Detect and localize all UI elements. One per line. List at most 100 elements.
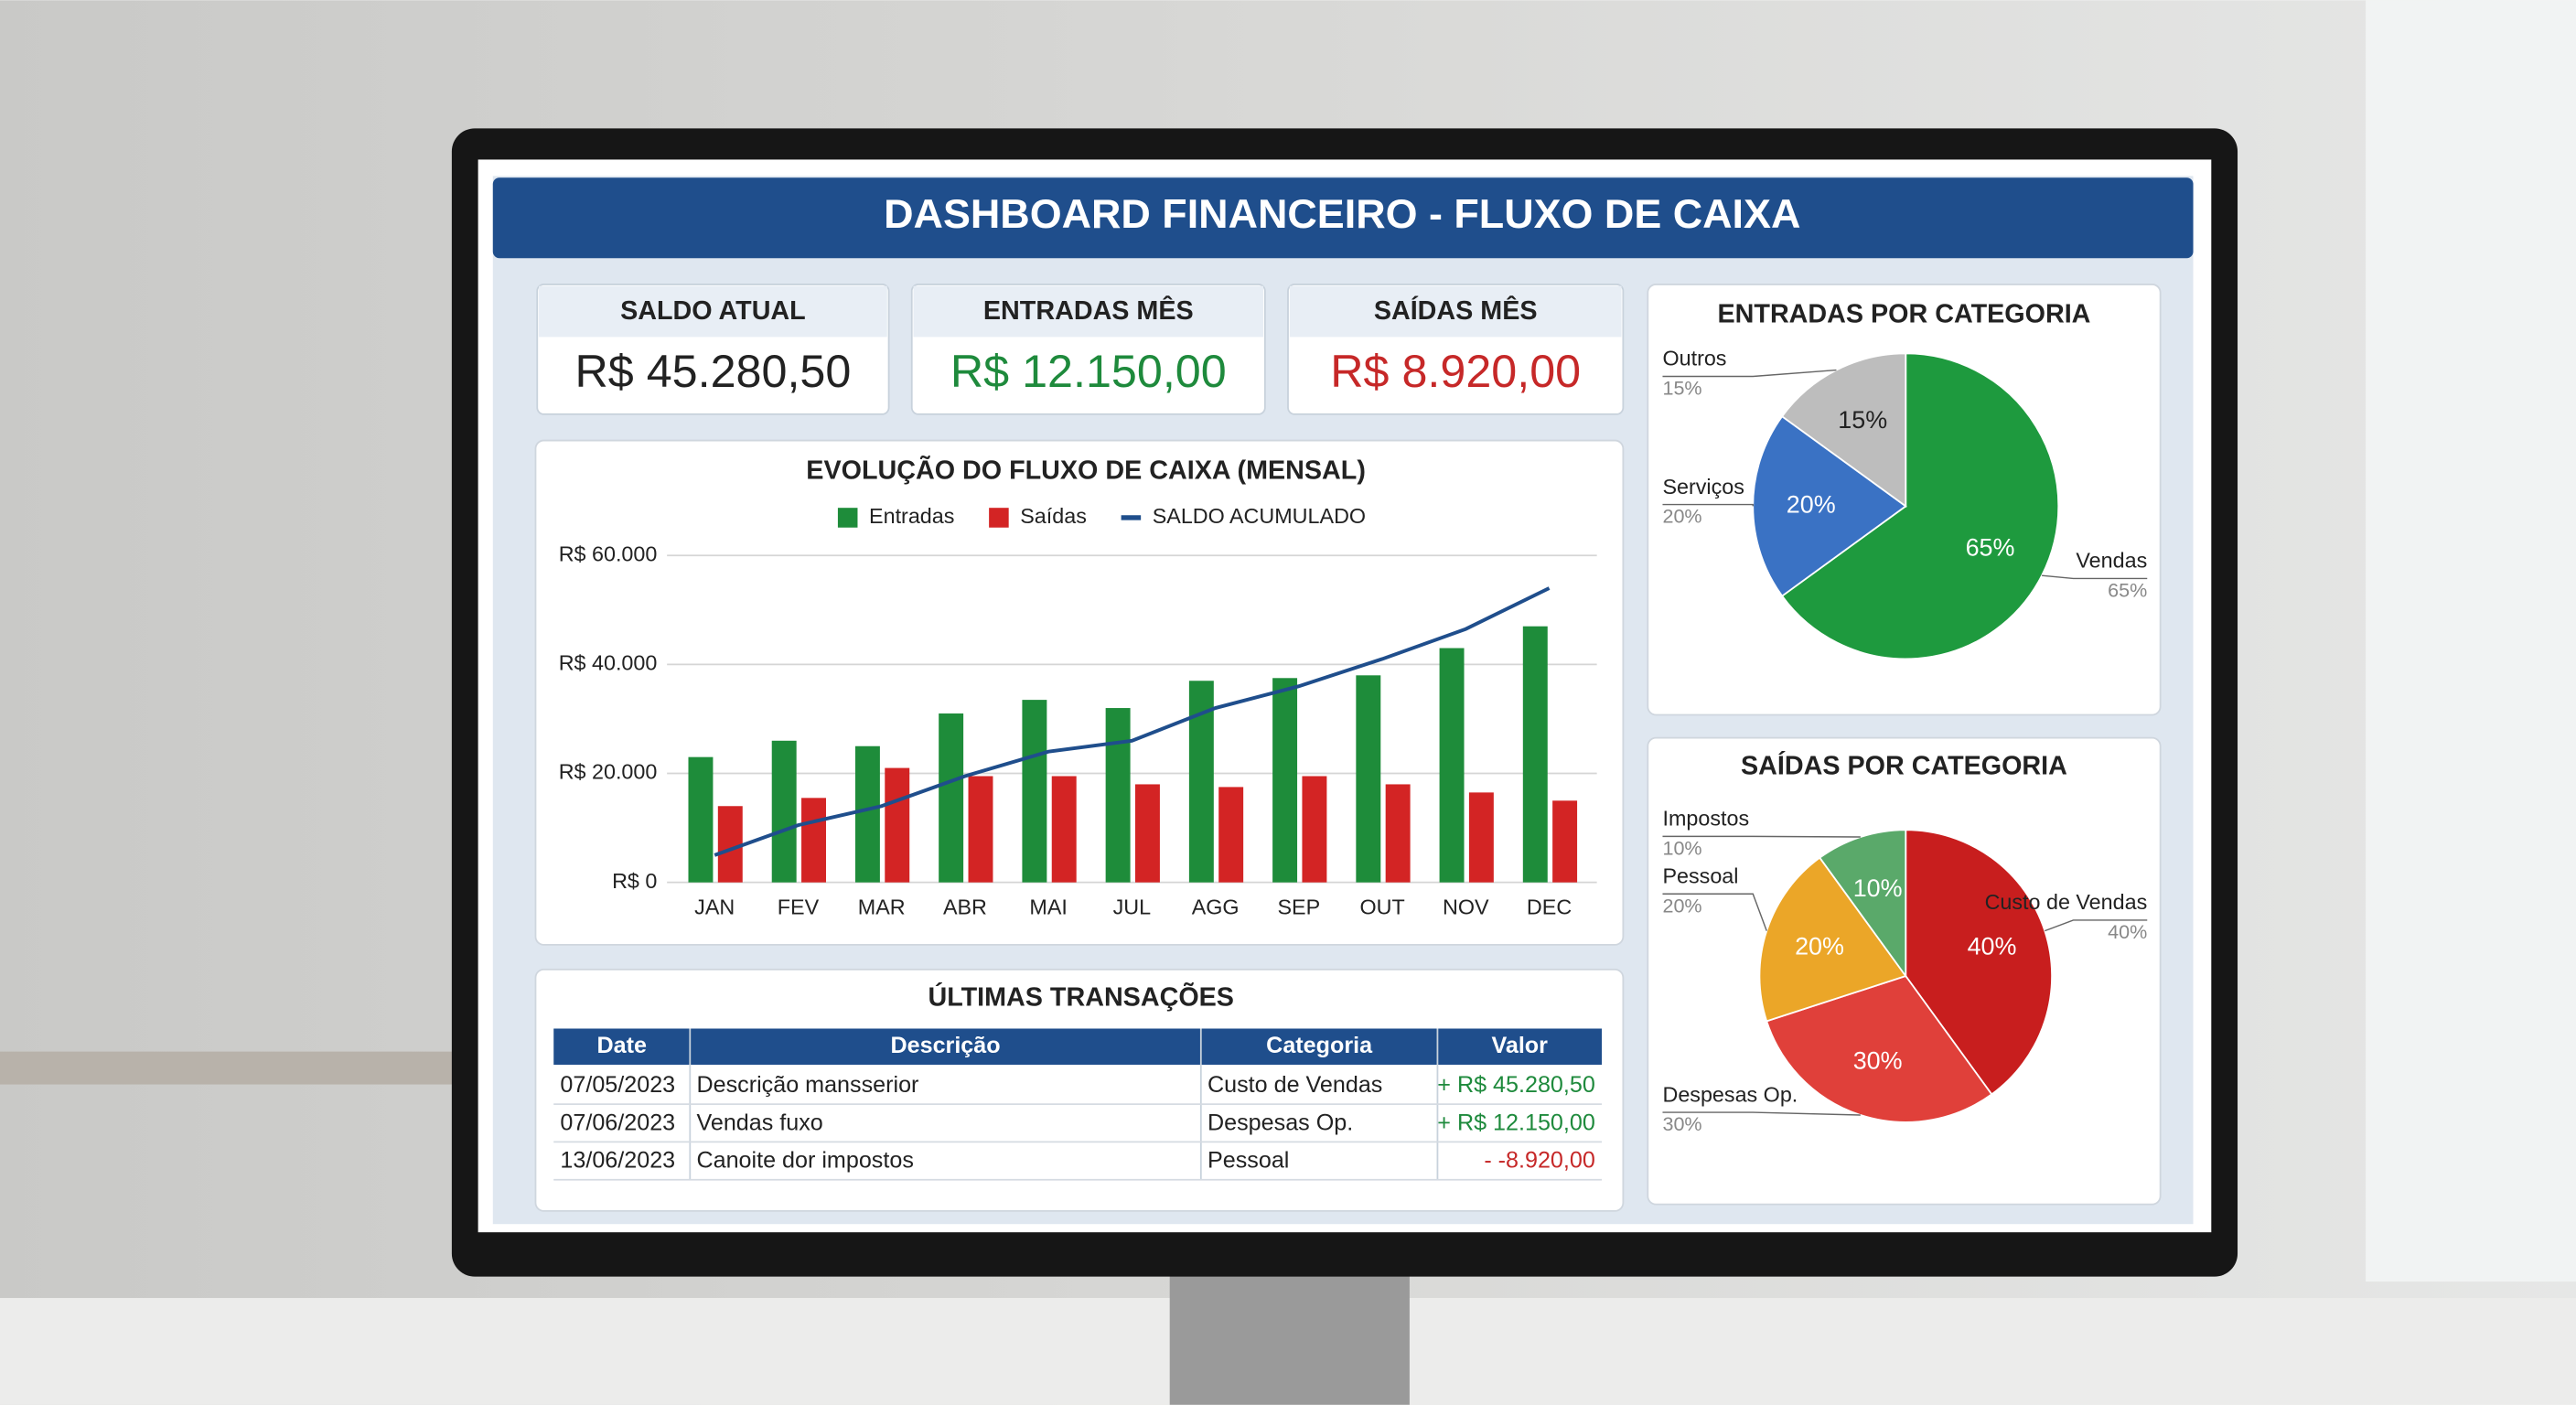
bar — [1302, 776, 1327, 883]
bar — [1218, 787, 1244, 883]
leader-line — [2042, 574, 2148, 580]
pie-slice — [1758, 856, 1907, 1023]
bar — [939, 713, 964, 883]
monitor-stand — [1169, 1273, 1410, 1405]
table-cell: + R$ 45.280,50 — [1437, 1072, 1595, 1098]
slice-label: 20% — [1787, 490, 1836, 518]
leader-line — [1662, 369, 1837, 378]
chart-title: EVOLUÇÃO DO FLUXO DE CAIXA (MENSAL) — [806, 454, 1366, 485]
table-cell: - -8.920,00 — [1484, 1148, 1595, 1174]
pie-slice — [1780, 352, 2060, 660]
slice-label: 20% — [1795, 933, 1844, 960]
bar — [1272, 678, 1298, 883]
header-bar — [492, 177, 2194, 259]
charts: EVOLUÇÃO DO FLUXO DE CAIXA (MENSAL) R$ 0 R… — [559, 300, 2148, 1135]
bar — [801, 798, 826, 883]
bar — [1522, 626, 1548, 883]
x-tick-label: SEP — [1278, 896, 1321, 919]
kpi-row: SALDO ATUAL R$ 45.280,50 ENTRADAS MÊS R$ 12… — [536, 284, 1625, 415]
x-tick-label: AGG — [1192, 896, 1240, 919]
column-header: Categoria — [1266, 1033, 1373, 1058]
table-cell: 07/06/2023 — [560, 1110, 675, 1135]
shelf — [0, 1051, 460, 1085]
chart-title: SAÍDAS POR CATEGORIA — [1741, 750, 2067, 781]
window — [2366, 0, 2576, 1282]
slice-label: 15% — [1838, 406, 1887, 434]
pie-slice — [1819, 829, 1907, 979]
leader-line — [1662, 503, 1754, 507]
slice-label: 65% — [1966, 534, 2015, 562]
x-tick-label: MAI — [1029, 896, 1067, 919]
y-tick-label: R$ 0 — [612, 869, 657, 893]
pie-slice — [1780, 352, 1907, 509]
table-cell: Canoite dor impostos — [696, 1148, 913, 1174]
category-percent: 20% — [1662, 505, 1701, 528]
bar — [1439, 648, 1465, 883]
category-label: Impostos — [1662, 807, 1749, 831]
legend-label: Entradas — [869, 504, 954, 528]
table-title: ÚLTIMAS TRANSAÇÕES — [928, 981, 1234, 1013]
category-percent: 65% — [2108, 578, 2147, 601]
category-label: Outros — [1662, 347, 1726, 370]
bar — [968, 776, 993, 883]
chart-title: ENTRADAS POR CATEGORIA — [1718, 300, 2091, 329]
category-label: Custo de Vendas — [1985, 890, 2148, 914]
bar — [1105, 708, 1131, 883]
x-tick-label: NOV — [1443, 896, 1489, 919]
x-tick-label: ABR — [943, 896, 987, 919]
legend-swatch — [989, 508, 1009, 528]
x-tick-label: MAR — [858, 896, 906, 919]
kpi-label: SAÍDAS MÊS — [1374, 295, 1538, 326]
bar — [1134, 784, 1160, 883]
header-title: DASHBOARD FINANCEIRO - FLUXO DE CAIXA — [884, 190, 1800, 237]
pie-slice — [1905, 829, 2053, 1096]
leader-line — [1662, 835, 1861, 838]
category-label: Pessoal — [1662, 863, 1738, 887]
column-header: Date — [597, 1033, 647, 1058]
category-percent: 20% — [1662, 894, 1701, 917]
bar — [885, 767, 910, 883]
column-header: Descrição — [890, 1033, 1000, 1058]
slice-label: 30% — [1853, 1046, 1903, 1074]
table-cell: Pessoal — [1208, 1148, 1289, 1174]
table-cell: Vendas fuxo — [696, 1110, 822, 1135]
x-tick-label: FEV — [778, 896, 820, 919]
kpi-label: SALDO ATUAL — [620, 296, 806, 326]
legend-swatch — [837, 508, 858, 528]
table-header-row — [553, 1028, 1603, 1065]
category-label: Serviços — [1662, 475, 1744, 499]
slice-label: 40% — [1968, 933, 2017, 960]
category-percent: 40% — [2108, 920, 2147, 943]
pie-slice — [1766, 974, 1993, 1123]
table-cell: Descrição mansserior — [696, 1072, 918, 1098]
x-tick-label: JAN — [694, 896, 735, 919]
y-tick-label: R$ 40.000 — [559, 651, 658, 675]
x-tick-label: JUL — [1113, 896, 1152, 919]
kpi-label-band — [913, 285, 1264, 338]
y-tick-label: R$ 60.000 — [559, 542, 658, 565]
x-tick-label: DEC — [1527, 896, 1572, 919]
table: ÚLTIMAS TRANSAÇÕES Date Descrição Categoria… — [553, 981, 1603, 1181]
table-cell: 07/05/2023 — [560, 1072, 675, 1098]
line — [714, 586, 1551, 857]
bar — [1552, 800, 1578, 883]
category-percent: 30% — [1662, 1112, 1701, 1135]
table-cell: + R$ 12.150,00 — [1437, 1110, 1595, 1135]
bar — [1468, 792, 1494, 883]
legend-label: Saídas — [1020, 504, 1087, 528]
slice-label: 10% — [1853, 874, 1903, 902]
kpi-value: R$ 8.920,00 — [1330, 345, 1581, 397]
bar — [771, 740, 797, 883]
kpi-value: R$ 45.280,50 — [575, 345, 852, 397]
table-cell: 13/06/2023 — [560, 1148, 675, 1174]
category-percent: 15% — [1662, 377, 1701, 400]
column-header: Valor — [1491, 1033, 1548, 1058]
category-label: Despesas Op. — [1662, 1082, 1798, 1106]
legend-label: SALDO ACUMULADO — [1153, 504, 1366, 528]
kpi-label-band — [539, 285, 887, 338]
y-tick-label: R$ 20.000 — [559, 760, 658, 784]
bar — [854, 745, 880, 883]
bar — [1022, 700, 1047, 883]
